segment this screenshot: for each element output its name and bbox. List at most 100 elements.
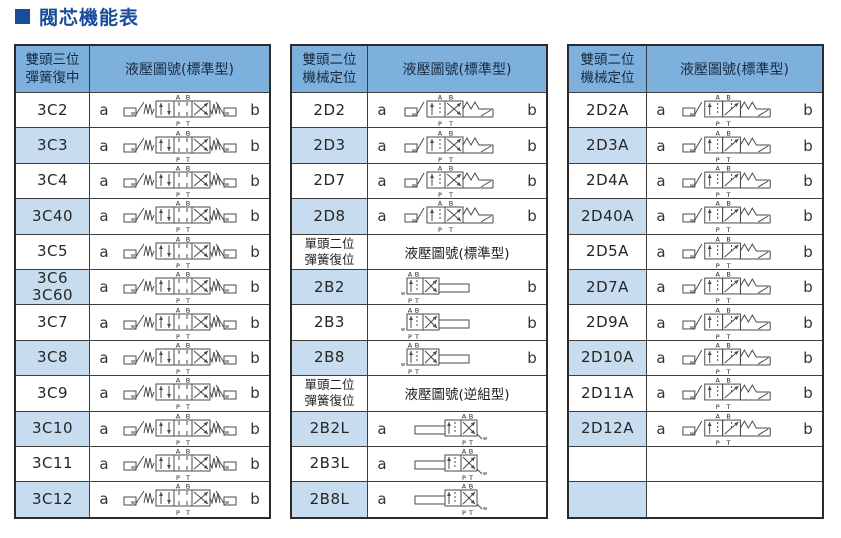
svg-text:B: B: [726, 235, 730, 243]
spool-code: 2B8: [314, 348, 345, 367]
empty-label-cell: [569, 446, 647, 482]
spool-code: 2B8L: [309, 489, 350, 508]
svg-text:w: w: [130, 324, 134, 330]
spool-code: 2D7A: [586, 277, 629, 296]
svg-text:B: B: [415, 271, 419, 279]
svg-text:B: B: [726, 94, 730, 102]
svg-text:w: w: [224, 394, 228, 400]
svg-text:P: P: [408, 297, 412, 304]
svg-text:P: P: [176, 403, 180, 410]
svg-text:w: w: [224, 359, 228, 365]
spool-code: 3C10: [31, 419, 74, 438]
a-side-label: a: [656, 207, 666, 226]
valve-symbol-icon: w w A B P T: [123, 164, 236, 198]
svg-text:B: B: [185, 235, 189, 243]
valve-symbol-icon: w A B P T: [414, 483, 487, 516]
header-type-line2: 機械定位: [580, 70, 635, 86]
spool-code: 2D7: [313, 171, 346, 190]
spool-code-cell: 2D10A: [569, 340, 647, 376]
svg-text:w: w: [130, 288, 134, 294]
svg-text:w: w: [690, 112, 694, 118]
svg-text:P: P: [716, 155, 720, 162]
b-side-label: b: [803, 278, 813, 297]
svg-text:B: B: [449, 94, 453, 102]
svg-text:B: B: [726, 129, 730, 137]
a-side-label: a: [377, 101, 387, 120]
spool-row: 2B8L a w A B P T: [292, 481, 546, 517]
subheader-type-line1: 單頭二位: [304, 377, 355, 393]
svg-text:B: B: [469, 412, 473, 420]
svg-text:T: T: [185, 333, 190, 340]
svg-text:A: A: [175, 306, 180, 314]
svg-text:A: A: [715, 342, 720, 350]
svg-text:A: A: [408, 341, 413, 349]
svg-text:w: w: [130, 500, 134, 506]
b-side-label: b: [803, 136, 813, 155]
a-side-label: a: [377, 171, 387, 190]
a-side-label: a: [99, 171, 109, 190]
spool-code-cell: 2D3: [292, 128, 368, 163]
valve-symbol-icon: w w A B P T: [123, 271, 236, 304]
svg-text:w: w: [224, 182, 228, 188]
empty-diagram-cell: [647, 447, 822, 481]
svg-text:T: T: [726, 191, 731, 198]
valve-symbol-icon: w A B P T: [682, 306, 771, 340]
b-side-label: b: [250, 384, 260, 403]
b-side-label: b: [803, 419, 813, 438]
b-side-label: b: [803, 313, 813, 332]
svg-text:w: w: [130, 217, 134, 223]
svg-text:A: A: [462, 483, 467, 491]
spool-code-cell: 3C40: [16, 199, 90, 234]
svg-text:T: T: [448, 191, 453, 198]
svg-text:w: w: [483, 436, 487, 442]
valve-symbol-icon: w w A B P T: [123, 306, 236, 340]
svg-text:P: P: [716, 297, 720, 304]
svg-text:w: w: [130, 465, 134, 471]
svg-text:A: A: [175, 129, 180, 137]
b-side-label: b: [527, 136, 537, 155]
svg-text:A: A: [175, 412, 180, 420]
header-type-cell: 雙頭三位 彈簧復中: [16, 46, 90, 92]
svg-text:P: P: [176, 333, 180, 340]
spool-row: 2B3L a w A B P T: [292, 445, 546, 482]
svg-text:B: B: [449, 129, 453, 137]
svg-text:A: A: [715, 377, 720, 385]
a-side-label: a: [99, 101, 109, 120]
svg-text:T: T: [414, 333, 419, 340]
svg-text:B: B: [185, 164, 189, 172]
b-side-label: b: [803, 171, 813, 190]
svg-text:T: T: [448, 120, 453, 127]
spool-code-cell: 3C3: [16, 128, 90, 163]
valve-symbol-icon: w A B P T: [404, 129, 494, 163]
valve-symbol-icon: w w A B P T: [123, 200, 236, 233]
svg-text:P: P: [408, 333, 412, 340]
